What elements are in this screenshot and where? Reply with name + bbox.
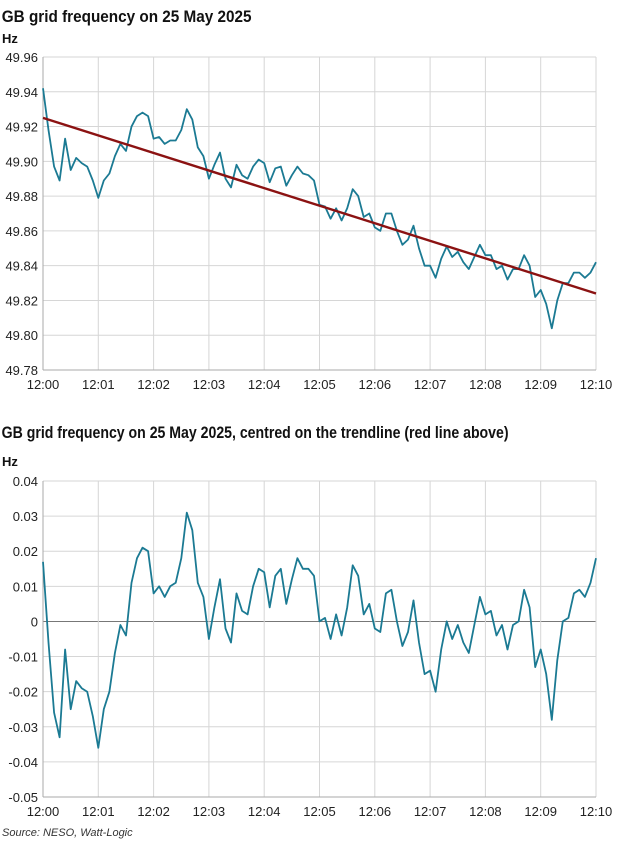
x-tick-label: 12:10 — [580, 804, 613, 819]
y-tick-label: 49.90 — [5, 154, 38, 169]
x-tick-label: 12:05 — [303, 377, 336, 392]
x-tick-label: 12:01 — [82, 804, 115, 819]
y-tick-label: 49.96 — [5, 50, 38, 65]
x-tick-label: 12:00 — [27, 377, 60, 392]
x-tick-label: 12:04 — [248, 804, 281, 819]
y-unit-top: Hz — [2, 31, 18, 46]
y-tick-label: 49.84 — [5, 259, 38, 274]
y-tick-label: 0.04 — [13, 474, 38, 489]
frequency-chart: 49.78 49.80 49.82 49.84 49.86 49.88 49.90 49.92… — [5, 50, 612, 392]
y-tick-label: 49.92 — [5, 120, 38, 135]
y-tick-label: 49.86 — [5, 224, 38, 239]
y-tick-label: 0.02 — [13, 544, 38, 559]
y-unit-bottom: Hz — [2, 454, 18, 469]
source-note: Source: NESO, Watt-Logic — [2, 827, 133, 839]
x-tick-label: 12:01 — [82, 377, 115, 392]
y-tick-label: 0 — [31, 614, 38, 629]
x-tick-label: 12:09 — [524, 377, 557, 392]
trendline — [42, 116, 597, 295]
x-tick-label: 12:08 — [469, 804, 502, 819]
x-tick-label: 12:02 — [137, 377, 170, 392]
x-tick-label: 12:00 — [27, 804, 60, 819]
chart-title-bottom: GB grid frequency on 25 May 2025, centre… — [2, 424, 509, 442]
y-tick-label: 49.78 — [5, 363, 38, 378]
x-tick-label: 12:09 — [524, 804, 557, 819]
x-tick-label: 12:06 — [359, 377, 392, 392]
series-line-deviation-from-trend — [42, 511, 597, 749]
detrended-chart: -0.05 -0.04 -0.03 -0.02 -0.01 0 0.01 0.02 0.03 0.… — [8, 474, 612, 819]
x-tick-label: 12:04 — [248, 377, 281, 392]
x-tick-label: 12:05 — [303, 804, 336, 819]
y-tick-label: 49.94 — [5, 85, 38, 100]
y-tick-label: -0.02 — [8, 685, 38, 700]
x-tick-label: 12:07 — [414, 804, 447, 819]
x-tick-label: 12:07 — [414, 377, 447, 392]
x-tick-label: 12:06 — [359, 804, 392, 819]
y-tick-label: 49.88 — [5, 189, 38, 204]
chart-title-top: GB grid frequency on 25 May 2025 — [2, 7, 252, 26]
x-tick-label: 12:08 — [469, 377, 502, 392]
x-tick-label: 12:03 — [193, 377, 226, 392]
x-tick-label: 12:02 — [137, 804, 170, 819]
x-tick-label: 12:03 — [193, 804, 226, 819]
x-tick-label: 12:10 — [580, 377, 613, 392]
y-tick-label: -0.01 — [8, 650, 38, 665]
y-tick-label: -0.03 — [8, 720, 38, 735]
y-tick-label: -0.05 — [8, 790, 38, 805]
y-tick-label: 49.82 — [5, 293, 38, 308]
y-tick-label: 49.80 — [5, 328, 38, 343]
y-tick-label: 0.03 — [13, 509, 38, 524]
y-tick-label: 0.01 — [13, 579, 38, 594]
y-tick-label: -0.04 — [8, 755, 38, 770]
